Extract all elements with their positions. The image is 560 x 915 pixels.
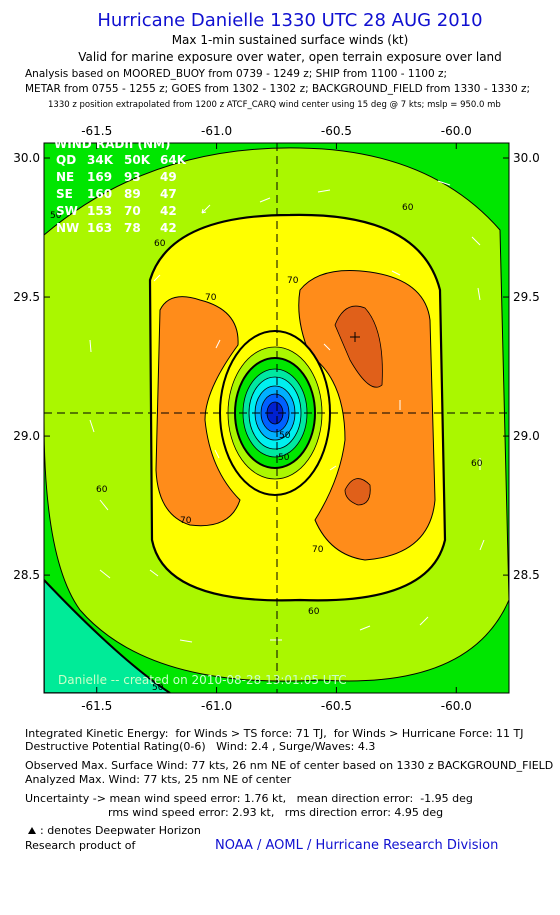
contour-label: 60 [96, 485, 108, 495]
contour-label: 60 [154, 239, 166, 249]
wind-radii-cell: 49 [160, 170, 177, 184]
y-tick-label: 29.0 [13, 429, 40, 443]
contour-label: 70 [312, 545, 324, 555]
wind-radii-cell: 78 [124, 221, 141, 235]
wind-radii-cell: 163 [87, 221, 112, 235]
y-tick-label: 30.0 [13, 151, 40, 165]
x-tick-label: -61.0 [201, 124, 232, 138]
wind-radii-cell: 64K [160, 153, 187, 167]
footer-line: : denotes Deepwater Horizon [40, 824, 201, 837]
contour-label: 70 [287, 276, 299, 286]
x-tick-label: -60.5 [321, 124, 352, 138]
y-tick-label: 29.5 [513, 290, 540, 304]
contour-label: 50 [50, 211, 62, 221]
wind-radii-cell: 169 [87, 170, 112, 184]
wind-radii-cell: SE [56, 187, 73, 201]
title: Hurricane Danielle 1330 UTC 28 AUG 2010 [97, 10, 482, 31]
x-tick-label: -60.0 [441, 699, 472, 713]
wind-radii-cell: 42 [160, 221, 177, 235]
footer-line: Observed Max. Surface Wind: 77 kts, 26 n… [25, 759, 553, 772]
wind-radii-cell: NE [56, 170, 74, 184]
subtitle: Max 1-min sustained surface winds (kt) [172, 33, 409, 47]
position-note: 1330 z position extrapolated from 1200 z… [48, 100, 501, 110]
wind-radii-cell: 42 [160, 204, 177, 218]
wind-arrows [89, 180, 485, 643]
contour-label: 50 [152, 683, 164, 693]
max-wind-marker [350, 332, 360, 342]
contour-label: 60 [402, 203, 414, 213]
wind-radii-cell: SW [56, 204, 78, 218]
footer-line: Destructive Potential Rating(0-6) Wind: … [25, 740, 375, 753]
wind-radii-cell: QD [56, 153, 76, 167]
x-tick-label: -61.5 [81, 124, 112, 138]
watermark: Danielle -- created on 2010-08-28 13:01:… [58, 673, 347, 687]
wind-radii-cell: 50K [124, 153, 151, 167]
analysis-line: Analysis based on MOORED_BUOY from 0739 … [25, 68, 447, 80]
wind-radii-cell: 160 [87, 187, 112, 201]
plot-frame [43, 142, 510, 694]
wind-radii-cell: 47 [160, 187, 177, 201]
contour-label: 70 [180, 516, 192, 526]
wind-radii-cell: 70 [124, 204, 141, 218]
y-tick-label: 29.5 [13, 290, 40, 304]
x-tick-label: -60.5 [321, 699, 352, 713]
wind-radii-cell: NW [56, 221, 79, 235]
analysis-line: METAR from 0755 - 1255 z; GOES from 1302… [25, 83, 530, 95]
y-tick-label: 28.5 [513, 568, 540, 582]
wind-radii-cell: 34K [87, 153, 114, 167]
wind-radii-cell: 153 [87, 204, 112, 218]
y-tick-label: 29.0 [513, 429, 540, 443]
org-link[interactable]: NOAA / AOML / Hurricane Research Divisio… [215, 838, 498, 853]
legend-icon [28, 827, 36, 834]
wind-radii-cell: 89 [124, 187, 141, 201]
footer-line: Analyzed Max. Wind: 77 kts, 25 nm NE of … [25, 773, 292, 786]
footer-line: Uncertainty -> mean wind speed error: 1.… [25, 792, 473, 805]
contour-label: 50 [279, 431, 291, 441]
contour-field [44, 143, 509, 693]
wind-radii-cell: 93 [124, 170, 141, 184]
contour-label: 50 [278, 453, 290, 463]
wind-radii-title: WIND RADII (NM) [54, 137, 170, 151]
y-tick-label: 30.0 [513, 151, 540, 165]
footer-line: Integrated Kinetic Energy: for Winds > T… [25, 727, 524, 740]
footer-line: rms wind speed error: 2.93 kt, rms direc… [108, 806, 443, 819]
contour-label: 60 [308, 607, 320, 617]
x-tick-label: -60.0 [441, 124, 472, 138]
validity: Valid for marine exposure over water, op… [78, 50, 502, 64]
x-tick-label: -61.0 [201, 699, 232, 713]
y-tick-label: 28.5 [13, 568, 40, 582]
footer: Integrated Kinetic Energy: for Winds > T… [25, 727, 553, 853]
contour-label: 70 [205, 293, 217, 303]
x-tick-label: -61.5 [81, 699, 112, 713]
footer-line: Research product of [25, 839, 136, 852]
contour-label: 60 [471, 459, 483, 469]
